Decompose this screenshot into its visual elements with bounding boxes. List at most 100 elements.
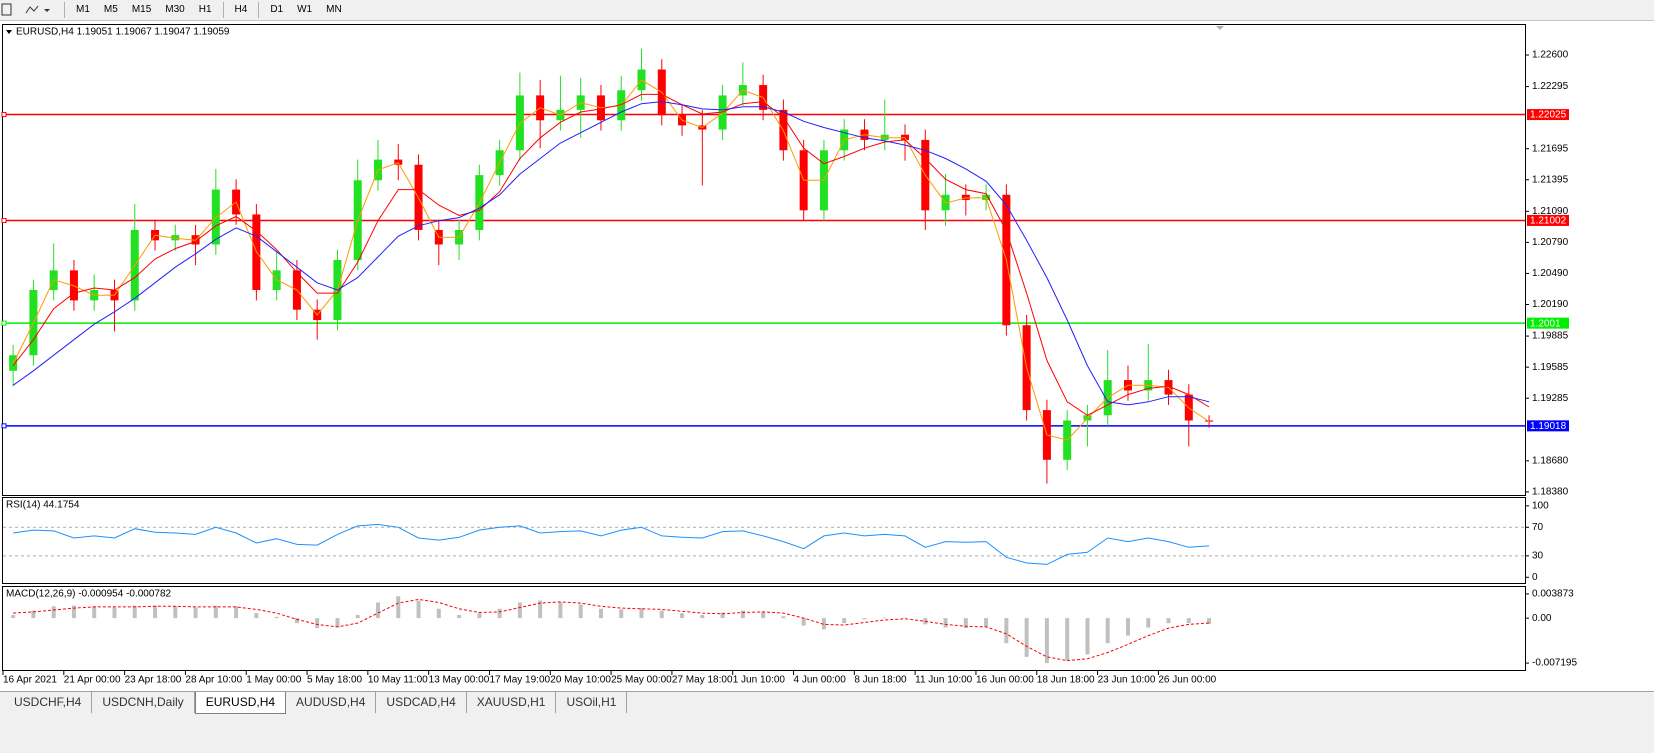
icon-dropdown[interactable]	[44, 9, 50, 12]
macd-bar	[132, 605, 137, 619]
macd-bar	[396, 596, 401, 619]
rsi-panel	[2, 497, 1526, 584]
macd-bar	[963, 618, 968, 629]
y-tick-label: 1.20490	[1532, 268, 1569, 279]
macd-bar	[497, 608, 502, 619]
macd-signal	[13, 598, 1210, 662]
chart-tab[interactable]: AUDUSD,H4	[286, 692, 377, 713]
macd-bar	[740, 610, 745, 619]
y-tick-label: 30	[1532, 550, 1544, 561]
y-tick-label: 0	[1532, 572, 1538, 583]
y-tick-label: -0.007195	[1532, 658, 1577, 669]
panel-title: EURUSD,H4 1.19051 1.19067 1.19047 1.1905…	[16, 27, 230, 38]
macd-bar	[680, 613, 685, 619]
macd-bar	[1146, 618, 1151, 628]
timeframe-button[interactable]: M5	[103, 4, 118, 15]
timeframe-button[interactable]: H4	[234, 4, 248, 15]
macd-bar	[578, 604, 583, 619]
panel-title: MACD(12,26,9) -0.000954 -0.000782	[6, 589, 172, 600]
x-tick-label: 1 Jun 10:00	[733, 675, 786, 686]
y-tick-label: 100	[1532, 500, 1549, 511]
timeframe-button[interactable]: D1	[270, 4, 284, 15]
candle-body	[961, 194, 970, 200]
macd-bar	[112, 607, 117, 619]
icon-line-tools[interactable]	[25, 5, 39, 14]
price-panel	[2, 24, 1526, 496]
macd-bar	[538, 600, 543, 619]
level-label-box	[1527, 420, 1569, 432]
macd-bar	[700, 615, 705, 619]
shift-marker	[1216, 26, 1224, 30]
level-anchor	[1, 320, 7, 326]
level-label-box	[1527, 109, 1569, 121]
macd-bar	[92, 606, 97, 619]
macd-bar	[193, 607, 198, 619]
macd-bar	[1085, 618, 1090, 655]
x-tick-label: 5 May 18:00	[307, 675, 362, 686]
y-tick-label: 70	[1532, 522, 1544, 533]
x-tick-label: 1 May 00:00	[246, 675, 301, 686]
macd-bar	[234, 606, 239, 619]
moving-average	[12, 101, 1210, 406]
y-tick-label: 1.22295	[1532, 81, 1569, 92]
level-label: 1.21002	[1530, 216, 1567, 227]
macd-bar	[984, 618, 989, 627]
macd-bar	[153, 605, 158, 619]
macd-bar	[315, 618, 320, 629]
macd-bar	[639, 608, 644, 619]
macd-bar	[1166, 618, 1171, 624]
chart-tab[interactable]: USDCAD,H4	[376, 692, 467, 713]
macd-bar	[1105, 618, 1110, 644]
candle-body	[69, 270, 78, 301]
x-tick-label: 26 Jun 00:00	[1158, 675, 1216, 686]
macd-bar	[821, 618, 826, 630]
chart-tab[interactable]: USOil,H1	[556, 692, 628, 713]
macd-bar	[477, 613, 482, 619]
chart-tab[interactable]: XAUUSD,H1	[467, 692, 557, 713]
macd-bar	[1207, 618, 1212, 625]
x-tick-label: 28 Apr 10:00	[185, 675, 242, 686]
toolbar-icons	[1, 3, 50, 16]
macd-bar	[943, 618, 948, 628]
x-tick-label: 17 May 19:00	[489, 675, 550, 686]
timeframe-button[interactable]: H1	[198, 4, 212, 15]
macd-bar	[659, 610, 664, 619]
macd-bar	[213, 605, 218, 619]
y-tick-label: 1.19885	[1532, 331, 1569, 342]
icon-template[interactable]	[1, 3, 12, 16]
chart-tab[interactable]: USDCNH,Daily	[92, 692, 195, 713]
candle-body	[982, 194, 991, 200]
y-tick-label: 1.21090	[1532, 206, 1569, 217]
chart-tab[interactable]: USDCHF,H4	[4, 692, 93, 713]
macd-bar	[1004, 618, 1009, 644]
macd-bar	[903, 617, 908, 619]
x-tick-label: 4 Jun 00:00	[794, 675, 847, 686]
timeframe-button[interactable]: M15	[131, 4, 152, 15]
macd-bar	[294, 618, 299, 624]
chart-tab[interactable]: EURUSD,H4	[194, 692, 287, 714]
macd-bar	[1186, 618, 1191, 624]
level-anchor	[1, 112, 7, 118]
x-tick-label: 16 Apr 2021	[3, 675, 57, 686]
macd-bar	[11, 615, 16, 619]
x-tick-label: 13 May 00:00	[429, 675, 490, 686]
toolbar: M1 M5 M15 M30 H1 H4 D1 W1 MN	[0, 0, 1654, 21]
macd-bar	[842, 618, 847, 624]
timeframe-button[interactable]: M30	[165, 4, 185, 15]
level-label: 1.22025	[1530, 110, 1567, 121]
symbol-menu-icon[interactable]	[6, 30, 12, 34]
y-tick-label: 1.20790	[1532, 237, 1569, 248]
timeframe-button[interactable]: W1	[297, 4, 313, 15]
x-tick-label: 23 Jun 10:00	[1098, 675, 1156, 686]
macd-bar	[1125, 618, 1130, 636]
moving-average	[12, 93, 1210, 416]
macd-panel	[2, 586, 1526, 671]
timeframe-button[interactable]: MN	[326, 4, 342, 15]
macd-bar	[1065, 618, 1070, 661]
timeframe-button[interactable]: M1	[76, 4, 90, 15]
x-tick-label: 23 Apr 18:00	[125, 675, 182, 686]
y-tick-label: 1.19285	[1532, 393, 1569, 404]
level-label-box	[1527, 317, 1569, 329]
level-anchor	[1, 217, 7, 223]
